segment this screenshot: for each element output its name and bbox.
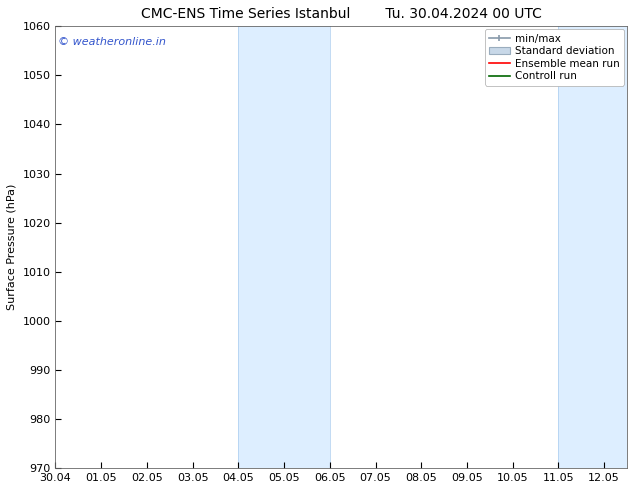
Title: CMC-ENS Time Series Istanbul        Tu. 30.04.2024 00 UTC: CMC-ENS Time Series Istanbul Tu. 30.04.2… — [141, 7, 541, 21]
Y-axis label: Surface Pressure (hPa): Surface Pressure (hPa) — [7, 184, 17, 311]
Bar — [559, 26, 627, 468]
Legend: min/max, Standard deviation, Ensemble mean run, Controll run: min/max, Standard deviation, Ensemble me… — [485, 29, 624, 86]
Text: © weatheronline.in: © weatheronline.in — [58, 37, 166, 48]
Bar — [238, 26, 330, 468]
